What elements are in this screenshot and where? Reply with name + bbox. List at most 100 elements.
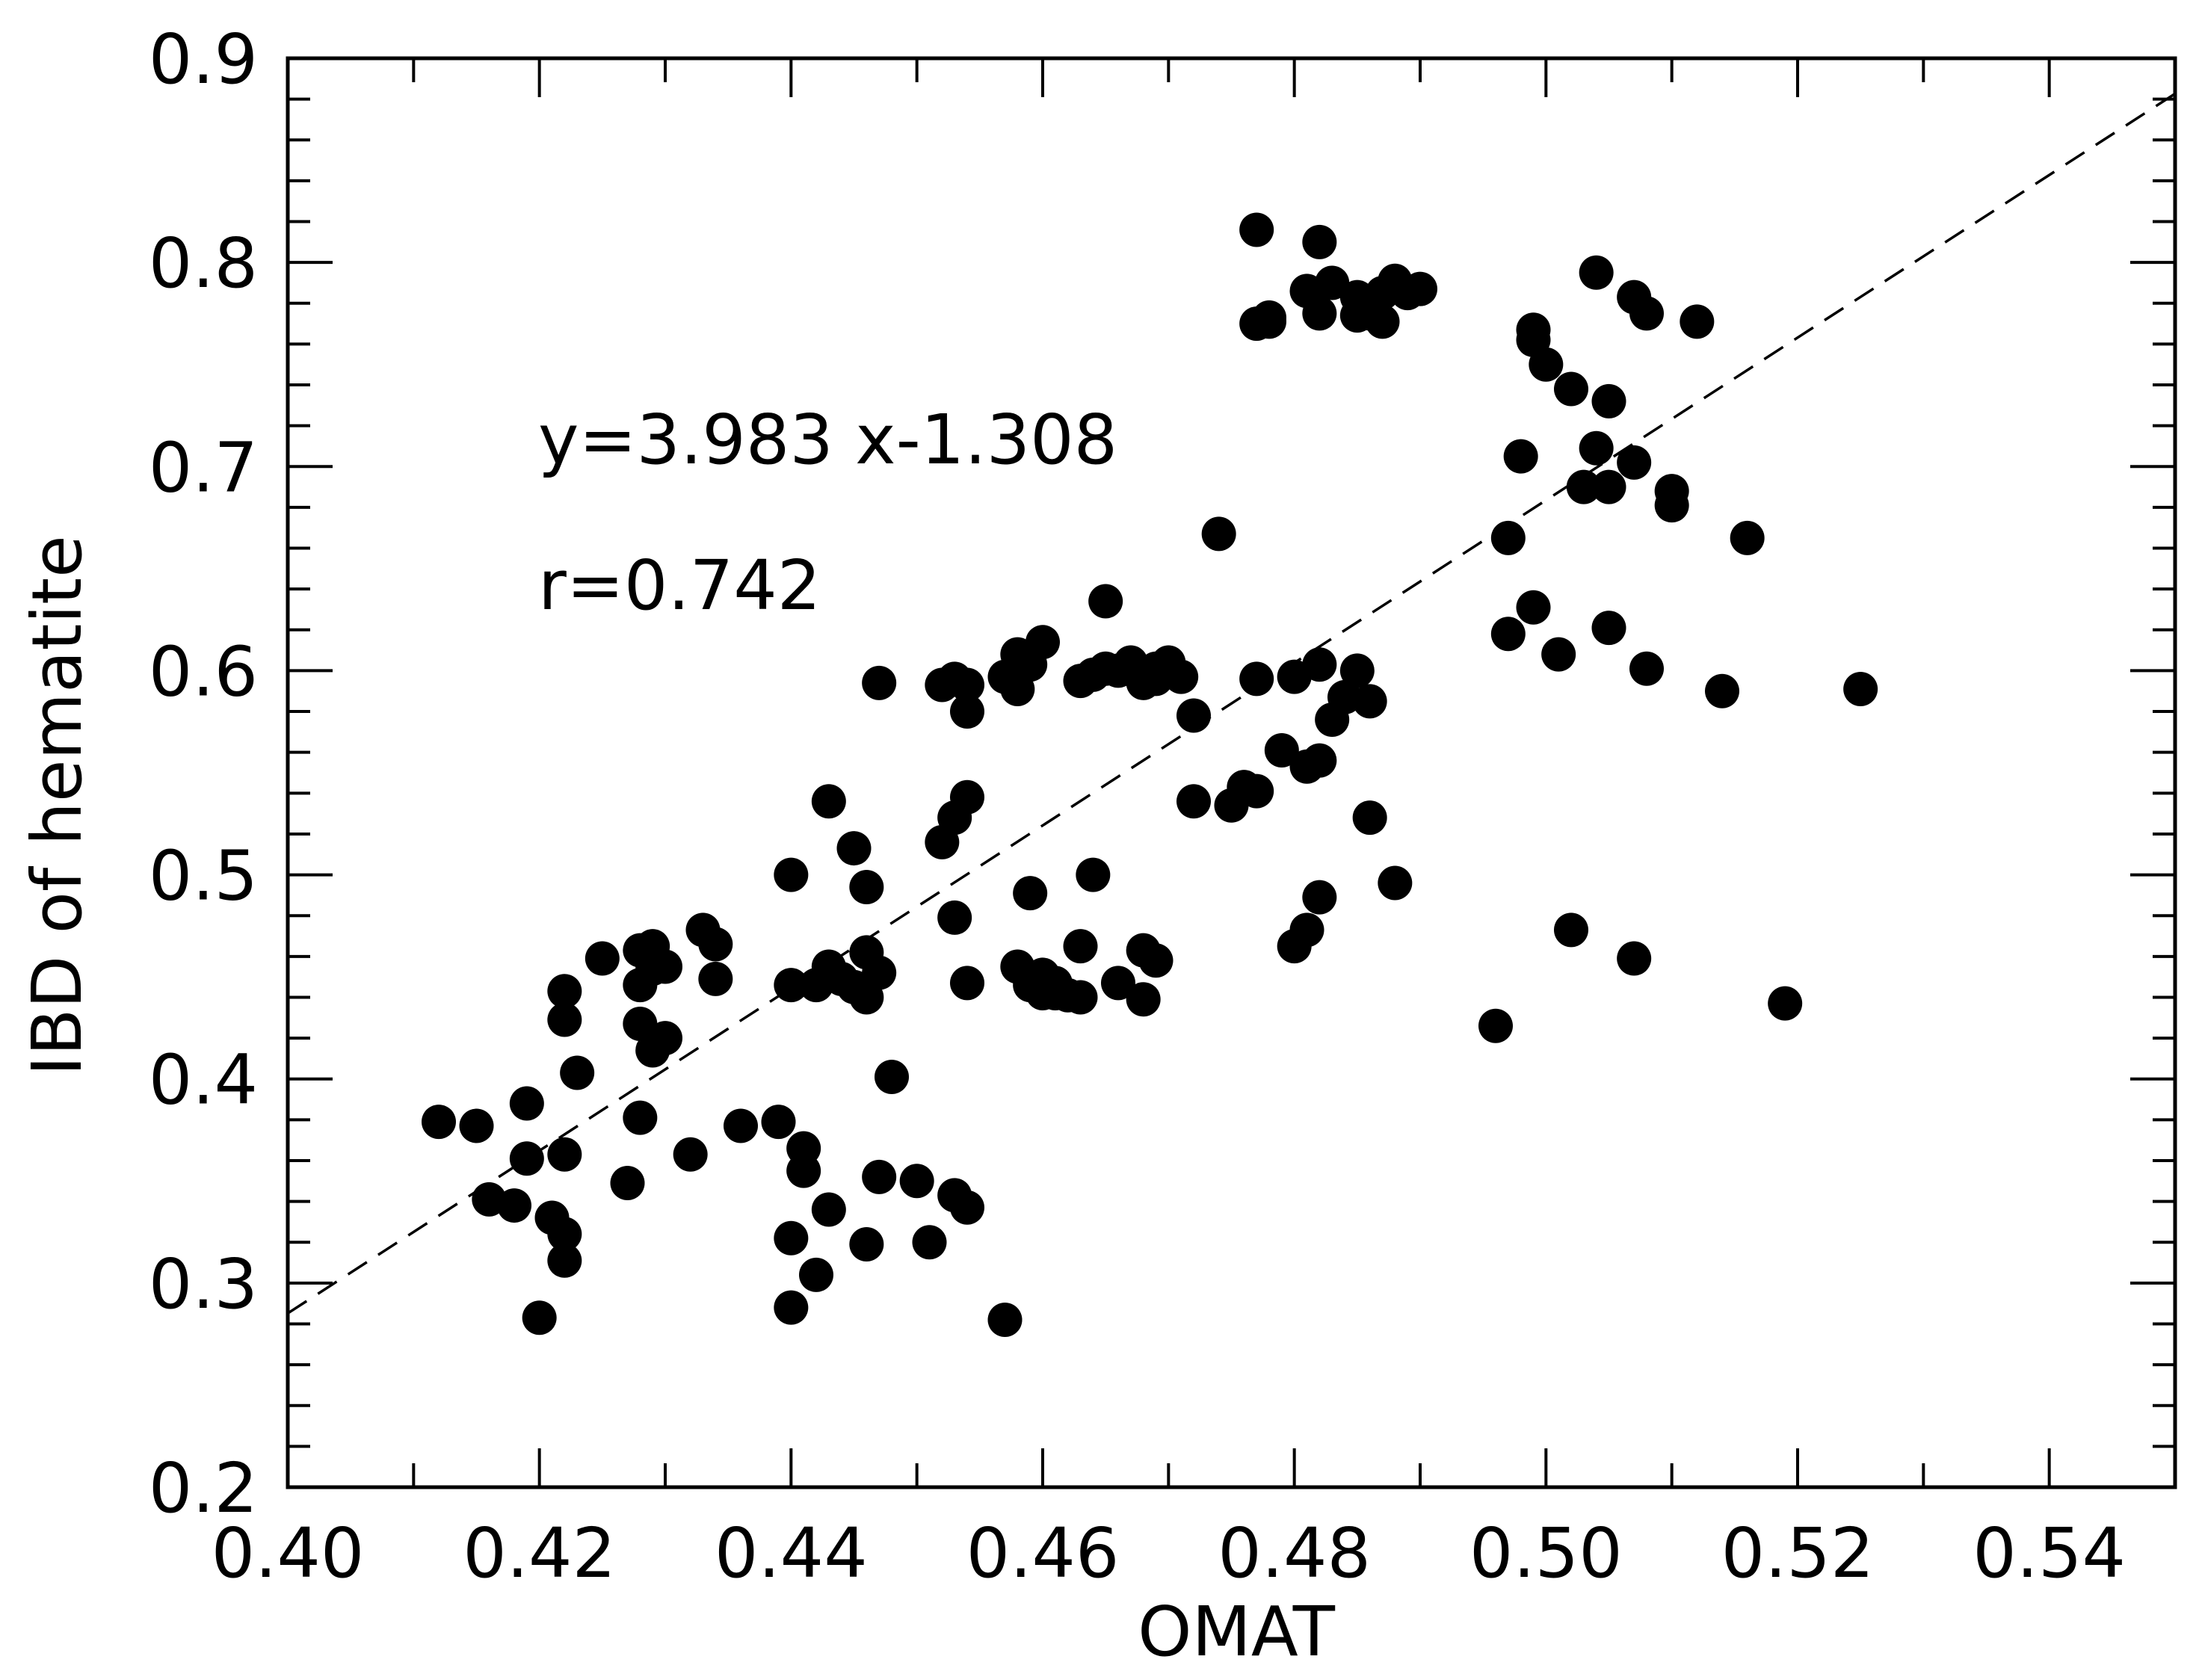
data-point xyxy=(1076,857,1111,892)
data-point xyxy=(1013,876,1048,911)
data-point xyxy=(1063,980,1098,1015)
data-point xyxy=(623,1006,658,1041)
data-point xyxy=(950,667,984,702)
data-point xyxy=(786,1153,821,1188)
x-tick-label: 0.44 xyxy=(715,1513,868,1593)
data-point xyxy=(497,1188,531,1223)
data-point xyxy=(1503,439,1538,474)
y-tick-label: 0.5 xyxy=(149,836,258,916)
x-axis-title: OMAT xyxy=(1138,1592,1336,1672)
x-tick-label: 0.54 xyxy=(1973,1513,2126,1593)
data-point xyxy=(724,1108,758,1143)
data-point xyxy=(1591,383,1626,419)
fit-line-group xyxy=(287,92,2176,1315)
y-tick-label: 0.9 xyxy=(149,19,258,99)
data-point xyxy=(1478,1008,1513,1043)
data-point xyxy=(547,1002,582,1037)
y-tick-label: 0.4 xyxy=(149,1040,258,1120)
data-point xyxy=(774,857,809,892)
data-point xyxy=(950,1190,984,1225)
data-point xyxy=(698,927,733,962)
data-point xyxy=(1629,651,1664,686)
data-point xyxy=(1239,661,1274,697)
data-point xyxy=(547,1217,582,1252)
data-point xyxy=(560,1055,595,1090)
data-point xyxy=(1378,865,1413,901)
data-point xyxy=(547,1243,582,1278)
data-point xyxy=(1088,584,1123,619)
data-point xyxy=(1026,625,1060,660)
data-point xyxy=(1302,647,1337,682)
data-point xyxy=(698,961,733,996)
data-point xyxy=(862,665,897,700)
data-point xyxy=(1315,265,1350,300)
data-point xyxy=(1680,304,1715,339)
data-point xyxy=(987,1303,1023,1338)
data-point xyxy=(509,1141,544,1176)
data-point xyxy=(1176,784,1211,819)
data-point xyxy=(1289,912,1324,948)
data-point xyxy=(1617,445,1652,480)
data-point xyxy=(1529,347,1564,382)
data-point xyxy=(1302,880,1337,915)
data-point xyxy=(774,1220,809,1256)
data-point xyxy=(1252,300,1286,335)
x-tick-label: 0.40 xyxy=(212,1513,365,1593)
x-tick-label: 0.50 xyxy=(1469,1513,1623,1593)
data-point xyxy=(799,1257,833,1292)
y-tick-label: 0.6 xyxy=(149,631,258,711)
data-point xyxy=(1063,929,1098,964)
data-point xyxy=(1566,469,1601,504)
data-point xyxy=(1126,982,1161,1017)
data-point xyxy=(1629,296,1664,331)
data-point xyxy=(1302,224,1337,259)
data-point xyxy=(1617,941,1652,976)
data-point xyxy=(1302,296,1337,331)
data-point xyxy=(1339,653,1375,688)
data-point xyxy=(459,1108,494,1143)
data-point xyxy=(1239,212,1274,247)
data-point xyxy=(811,784,846,819)
x-tick-labels: 0.40 0.42 0.44 0.46 0.48 0.50 0.52 0.54 xyxy=(212,1513,2126,1593)
data-point xyxy=(422,1105,456,1140)
equation-annotation: y=3.983 x-1.308 xyxy=(538,400,1117,480)
data-point xyxy=(1365,304,1400,339)
data-point xyxy=(1490,520,1526,555)
fit-line xyxy=(287,92,2176,1315)
data-point xyxy=(849,869,884,904)
data-point xyxy=(1554,912,1588,948)
data-point xyxy=(761,1105,796,1140)
data-point xyxy=(1768,986,1803,1021)
data-point xyxy=(509,1086,544,1121)
data-point xyxy=(937,900,972,935)
data-point xyxy=(1239,773,1274,809)
data-point xyxy=(1554,371,1588,407)
data-point xyxy=(774,968,809,1003)
y-tick-label: 0.8 xyxy=(149,223,258,303)
data-point xyxy=(1201,516,1236,552)
y-tick-label: 0.3 xyxy=(149,1244,258,1324)
x-tick-label: 0.42 xyxy=(463,1513,616,1593)
y-tick-label: 0.7 xyxy=(149,427,258,507)
r-annotation: r=0.742 xyxy=(538,546,821,626)
data-point xyxy=(950,694,984,729)
data-point xyxy=(610,1166,645,1201)
data-point xyxy=(774,1290,809,1325)
x-tick-label: 0.52 xyxy=(1721,1513,1875,1593)
data-point xyxy=(673,1137,708,1172)
y-tick-labels: 0.2 0.3 0.4 0.5 0.6 0.7 0.8 0.9 xyxy=(149,19,258,1528)
data-point xyxy=(950,779,984,815)
data-point xyxy=(811,1192,846,1227)
data-point xyxy=(547,974,582,1009)
data-point xyxy=(1654,474,1689,509)
data-point xyxy=(1403,271,1437,306)
data-point xyxy=(836,831,872,866)
data-point xyxy=(623,1100,658,1135)
plot-frame xyxy=(286,56,2177,1489)
data-point xyxy=(1516,590,1551,625)
data-point xyxy=(1591,469,1626,504)
data-point xyxy=(1302,743,1337,778)
data-point xyxy=(648,949,682,984)
data-point xyxy=(585,941,620,976)
